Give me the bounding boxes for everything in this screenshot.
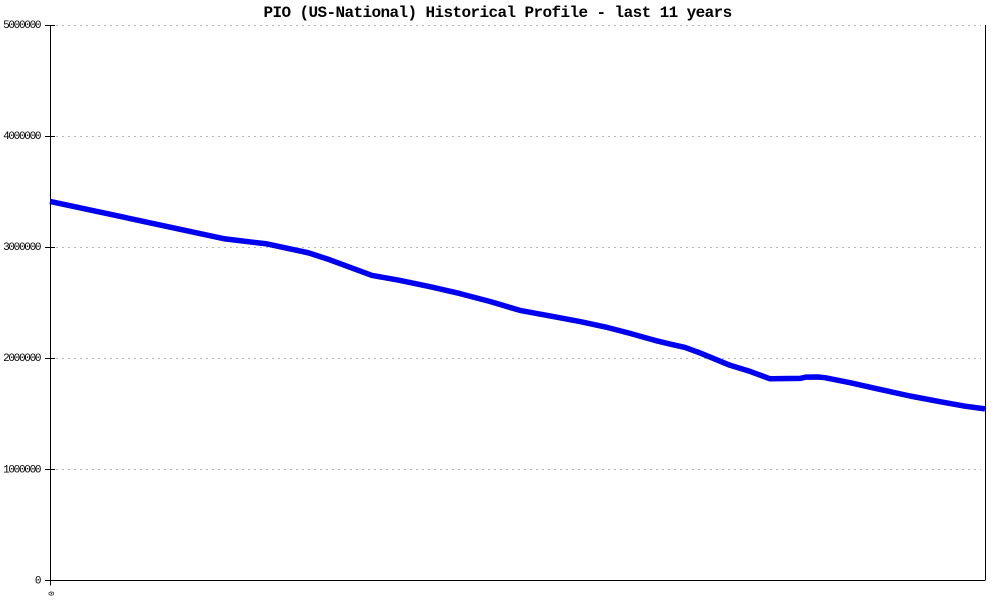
svg-text:1000000: 1000000	[3, 464, 41, 476]
svg-text:PIO (US-National) Historical P: PIO (US-National) Historical Profile - l…	[264, 4, 732, 22]
svg-text:0: 0	[45, 591, 54, 596]
svg-text:4000000: 4000000	[3, 131, 41, 143]
svg-text:5000000: 5000000	[3, 20, 41, 32]
svg-text:2000000: 2000000	[3, 353, 41, 365]
svg-text:0: 0	[35, 575, 41, 587]
svg-text:3000000: 3000000	[3, 242, 41, 254]
